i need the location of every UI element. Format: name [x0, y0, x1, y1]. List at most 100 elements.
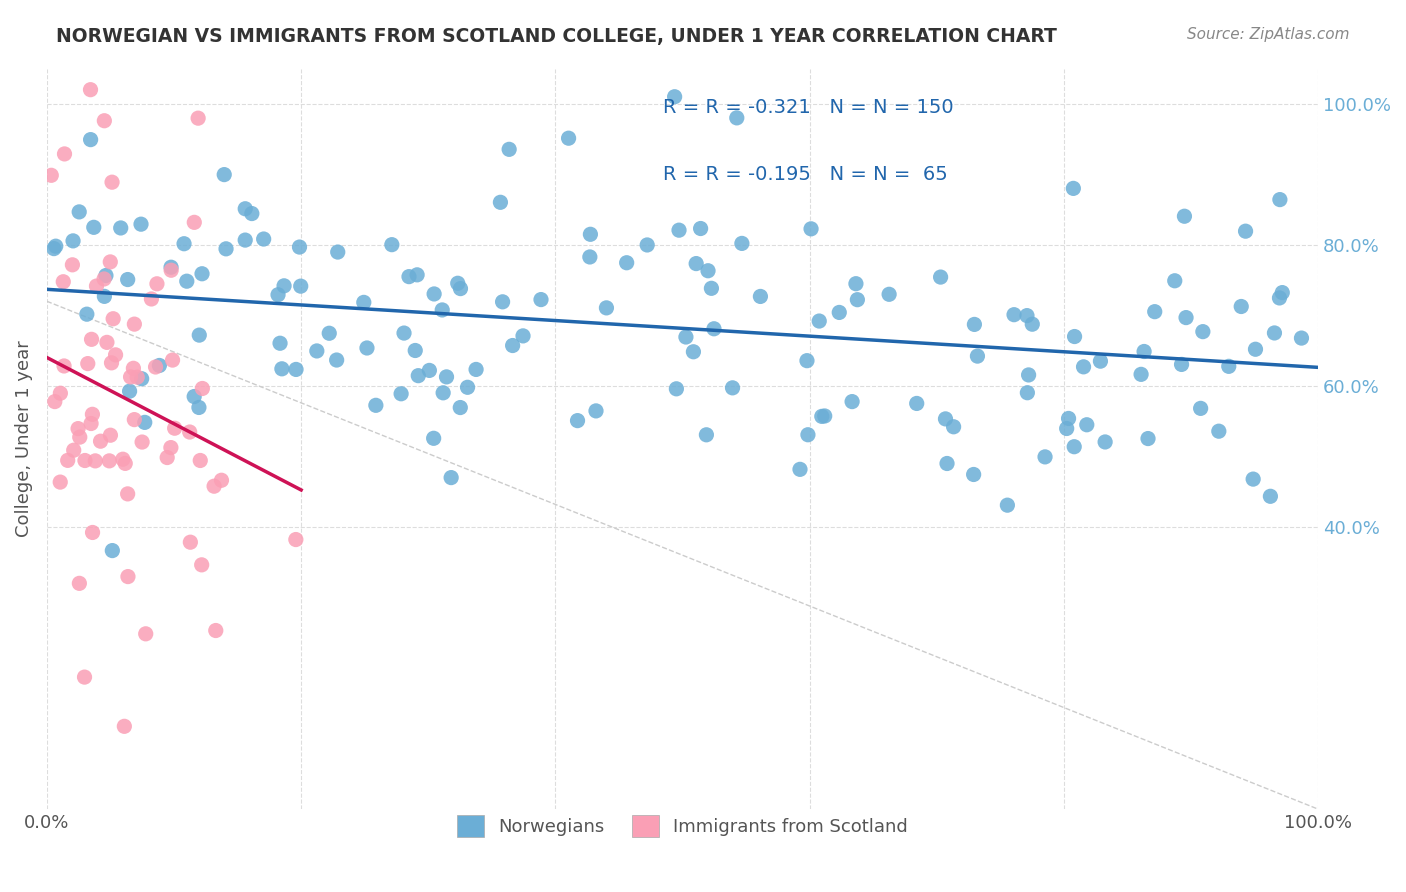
- Point: [190, 558, 212, 572]
- Point: [703, 322, 725, 336]
- Point: [110, 221, 132, 235]
- Point: [1056, 421, 1078, 435]
- Point: [845, 277, 868, 291]
- Point: [93, 113, 115, 128]
- Point: [111, 452, 134, 467]
- Point: [253, 232, 276, 246]
- Point: [389, 386, 412, 401]
- Point: [1021, 317, 1043, 331]
- Point: [67, 205, 90, 219]
- Point: [749, 289, 772, 303]
- Point: [567, 414, 589, 428]
- Point: [191, 382, 214, 396]
- Legend: Norwegians, Immigrants from Scotland: Norwegians, Immigrants from Scotland: [450, 808, 915, 845]
- Point: [789, 462, 811, 476]
- Point: [929, 270, 952, 285]
- Point: [53, 147, 76, 161]
- Point: [98, 255, 121, 269]
- Point: [67, 576, 90, 591]
- Point: [1002, 308, 1025, 322]
- Point: [585, 404, 607, 418]
- Point: [160, 260, 183, 275]
- Point: [285, 362, 308, 376]
- Point: [700, 281, 723, 295]
- Point: [67, 421, 90, 435]
- Point: [489, 195, 512, 210]
- Point: [176, 274, 198, 288]
- Point: [440, 470, 463, 484]
- Point: [269, 336, 291, 351]
- Point: [76, 357, 98, 371]
- Point: [636, 238, 658, 252]
- Point: [124, 412, 146, 426]
- Point: [73, 670, 96, 684]
- Point: [1017, 385, 1039, 400]
- Point: [404, 343, 426, 358]
- Point: [406, 368, 429, 383]
- Point: [60, 258, 83, 272]
- Point: [131, 372, 153, 386]
- Point: [1192, 325, 1215, 339]
- Point: [124, 317, 146, 331]
- Point: [1230, 300, 1253, 314]
- Point: [808, 314, 831, 328]
- Point: [1164, 274, 1187, 288]
- Point: [1063, 440, 1085, 454]
- Point: [187, 111, 209, 125]
- Point: [148, 359, 170, 373]
- Point: [1130, 368, 1153, 382]
- Point: [127, 370, 149, 384]
- Point: [233, 233, 256, 247]
- Point: [934, 412, 956, 426]
- Point: [423, 287, 446, 301]
- Point: [668, 223, 690, 237]
- Point: [94, 268, 117, 283]
- Y-axis label: College, Under 1 year: College, Under 1 year: [15, 341, 32, 537]
- Point: [1173, 209, 1195, 223]
- Text: R = R = -0.321   N = N = 150: R = R = -0.321 N = N = 150: [664, 98, 955, 117]
- Point: [114, 456, 136, 470]
- Point: [392, 326, 415, 340]
- Point: [697, 264, 720, 278]
- Point: [179, 425, 201, 439]
- Point: [100, 428, 122, 442]
- Point: [90, 434, 112, 449]
- Point: [1094, 434, 1116, 449]
- Point: [721, 381, 744, 395]
- Point: [682, 344, 704, 359]
- Point: [1137, 432, 1160, 446]
- Point: [179, 535, 201, 549]
- Point: [810, 409, 832, 424]
- Point: [101, 175, 124, 189]
- Point: [49, 475, 72, 489]
- Point: [273, 278, 295, 293]
- Point: [141, 292, 163, 306]
- Point: [42, 242, 65, 256]
- Point: [129, 217, 152, 231]
- Point: [356, 341, 378, 355]
- Point: [685, 256, 707, 270]
- Point: [579, 227, 602, 242]
- Point: [1133, 344, 1156, 359]
- Point: [82, 407, 104, 421]
- Point: [122, 361, 145, 376]
- Point: [101, 543, 124, 558]
- Point: [62, 234, 84, 248]
- Point: [796, 353, 818, 368]
- Point: [101, 311, 124, 326]
- Point: [797, 427, 820, 442]
- Point: [422, 431, 444, 445]
- Point: [432, 385, 454, 400]
- Point: [267, 287, 290, 301]
- Point: [936, 457, 959, 471]
- Point: [73, 453, 96, 467]
- Point: [1170, 358, 1192, 372]
- Point: [156, 450, 179, 465]
- Point: [665, 382, 688, 396]
- Point: [288, 240, 311, 254]
- Point: [39, 169, 62, 183]
- Point: [188, 328, 211, 343]
- Point: [100, 356, 122, 370]
- Point: [80, 332, 103, 346]
- Point: [183, 390, 205, 404]
